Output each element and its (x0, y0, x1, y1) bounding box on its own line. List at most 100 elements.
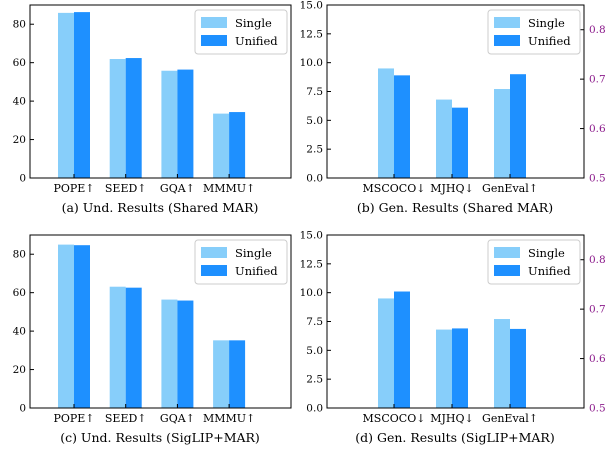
bar-single-0 (58, 244, 74, 408)
x-tick-label: GQA↑ (160, 182, 195, 195)
bar-single-2 (161, 299, 178, 408)
y-tick-label: 80 (13, 249, 26, 261)
x-tick-label: MSCOCO↓ (363, 412, 426, 425)
x-tick-label: MSCOCO↓ (363, 182, 426, 195)
bar-unified-0 (74, 245, 90, 408)
bar-single-2 (494, 89, 510, 178)
legend-label: Unified (235, 264, 278, 278)
bar-unified-1 (125, 58, 142, 179)
legend-swatch-single (201, 247, 227, 258)
legend-label: Single (235, 16, 272, 30)
y2-tick-label: 0.7 (589, 304, 606, 316)
y2-tick-label: 0.6 (589, 123, 606, 135)
x-tick-label: GenEval↑ (482, 182, 538, 195)
bar-single-0 (378, 298, 394, 408)
bar-unified-1 (452, 107, 468, 178)
y-tick-label: 0.0 (306, 173, 323, 185)
y-tick-label: 10.0 (300, 57, 323, 69)
bar-single-2 (161, 70, 178, 178)
y-tick-label: 20 (13, 364, 26, 376)
panel-caption: (c) Und. Results (SigLIP+MAR) (60, 430, 260, 445)
y-tick-label: 60 (13, 57, 26, 69)
bar-unified-2 (510, 328, 526, 408)
legend-swatch-unified (494, 265, 520, 276)
bar-single-0 (378, 68, 394, 178)
y2-tick-label: 0.5 (589, 173, 606, 185)
y-tick-label: 40 (13, 96, 26, 108)
plot-frame (29, 4, 292, 179)
chart-panel-c: 0 20 40 60 80 POPE↑ SEED↑ GQA↑ MMMU↑ Single Unifie… (13, 234, 292, 445)
x-tick-label: SEED↑ (105, 412, 147, 425)
panel-caption: (a) Und. Results (Shared MAR) (62, 200, 259, 215)
x-tick-label: SEED↑ (105, 182, 147, 195)
bar-unified-3 (229, 112, 246, 178)
panel-caption: (b) Gen. Results (Shared MAR) (357, 200, 553, 215)
bar-single-1 (436, 329, 452, 408)
bar-single-3 (213, 340, 230, 408)
legend-swatch-unified (201, 35, 227, 46)
legend-label: Unified (528, 264, 571, 278)
y2-tick-label: 0.6 (589, 353, 606, 365)
bar-single-1 (436, 99, 452, 178)
legend-swatch-single (201, 17, 227, 28)
legend-label: Single (235, 246, 272, 260)
y2-tick-label: 0.8 (589, 254, 606, 266)
bar-single-2 (494, 319, 510, 408)
x-tick-label: GQA↑ (160, 412, 195, 425)
y-tick-label: 60 (13, 287, 26, 299)
legend-swatch-single (494, 17, 520, 28)
y-tick-label: 12.5 (300, 258, 323, 270)
bar-unified-0 (394, 75, 410, 178)
legend-label: Unified (528, 34, 571, 48)
x-tick-label: POPE↑ (53, 412, 94, 425)
bar-single-1 (109, 59, 126, 178)
x-tick-label: MJHQ↓ (430, 182, 474, 195)
x-tick-label: POPE↑ (53, 182, 94, 195)
bar-unified-0 (394, 291, 410, 408)
y-tick-label: 2.5 (306, 374, 323, 386)
y-tick-label: 10.0 (300, 287, 323, 299)
y-tick-label: 0.0 (306, 403, 323, 415)
legend-label: Unified (235, 34, 278, 48)
y2-tick-label: 0.8 (589, 24, 606, 36)
bar-unified-2 (177, 300, 194, 408)
chart-panel-d: 0.0 2.5 5.0 7.5 10.0 12.5 15.0 0.5 0.6 0.7 0.8 MSCO… (300, 230, 606, 446)
y2-tick-label: 0.7 (589, 74, 606, 86)
y-tick-label: 20 (13, 134, 26, 146)
y-tick-label: 0 (19, 403, 26, 415)
bar-unified-2 (177, 69, 194, 178)
y-tick-label: 15.0 (300, 0, 323, 12)
bar-unified-0 (74, 12, 90, 178)
bar-single-0 (58, 12, 74, 179)
panel-caption: (d) Gen. Results (SigLIP+MAR) (355, 430, 554, 445)
y-tick-label: 12.5 (300, 28, 323, 40)
x-tick-label: GenEval↑ (482, 412, 538, 425)
legend-swatch-unified (494, 35, 520, 46)
y-tick-label: 5.0 (306, 115, 323, 127)
y-tick-label: 7.5 (306, 316, 323, 328)
y-tick-label: 40 (13, 326, 26, 338)
chart-panel-a: 0 20 40 60 80 POPE↑ SEED↑ GQA↑ MMMU↑ Single Unifie… (13, 4, 292, 215)
x-tick-label: MJHQ↓ (430, 412, 474, 425)
legend-swatch-single (494, 247, 520, 258)
chart-panel-b: 0.0 2.5 5.0 7.5 10.0 12.5 15.0 0.5 0.6 0.7 0.8 MSCO… (300, 0, 606, 215)
bar-single-3 (213, 113, 230, 178)
y-tick-label: 80 (13, 19, 26, 31)
legend-label: Single (528, 16, 565, 30)
bar-unified-1 (125, 287, 142, 408)
y-tick-label: 7.5 (306, 86, 323, 98)
y-tick-label: 2.5 (306, 144, 323, 156)
bar-unified-2 (510, 74, 526, 178)
plot-frame (29, 234, 292, 409)
bar-unified-3 (229, 340, 246, 408)
x-tick-label: MMMU↑ (203, 182, 255, 195)
y2-tick-label: 0.5 (589, 403, 606, 415)
bar-unified-1 (452, 328, 468, 408)
legend-swatch-unified (201, 265, 227, 276)
y-tick-label: 15.0 (300, 230, 323, 242)
x-tick-label: MMMU↑ (203, 412, 255, 425)
y-tick-label: 0 (19, 173, 26, 185)
y-tick-label: 5.0 (306, 345, 323, 357)
legend-label: Single (528, 246, 565, 260)
